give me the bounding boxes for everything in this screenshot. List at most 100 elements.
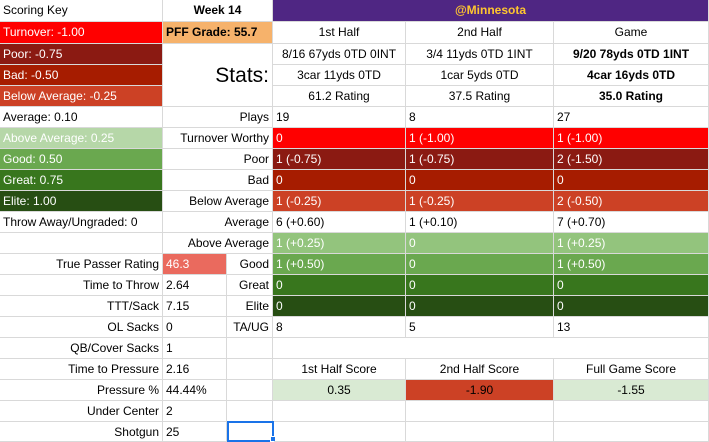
rating-2nd-half[interactable]: 37.5 Rating (406, 86, 554, 107)
above-average-game[interactable]: 1 (+0.25) (554, 233, 709, 254)
great-1st-half[interactable]: 0 (273, 275, 406, 296)
plays-1st-half[interactable]: 19 (273, 107, 406, 128)
good-2nd-half[interactable]: 0 (406, 254, 554, 275)
empty-cell[interactable] (227, 401, 273, 422)
row-label-poor[interactable]: Poor (163, 149, 273, 170)
score-value-full-game[interactable]: -1.55 (554, 380, 709, 401)
metric-label-ttt-sack[interactable]: TTT/Sack (0, 296, 163, 317)
passing-game[interactable]: 9/20 78yds 0TD 1INT (554, 44, 709, 65)
score-label-full-game[interactable]: Full Game Score (554, 359, 709, 380)
empty-cell[interactable] (0, 233, 163, 254)
week-label[interactable]: Week 14 (163, 0, 273, 22)
row-label-plays[interactable]: Plays (163, 107, 273, 128)
good-1st-half[interactable]: 1 (+0.50) (273, 254, 406, 275)
row-label-elite[interactable]: Elite (227, 296, 273, 317)
key-bad[interactable]: Bad: -0.50 (0, 65, 163, 86)
poor-game[interactable]: 2 (-1.50) (554, 149, 709, 170)
metric-value-true-passer-rating[interactable]: 46.3 (163, 254, 227, 275)
key-above-average[interactable]: Above Average: 0.25 (0, 128, 163, 149)
metric-value-time-to-pressure[interactable]: 2.16 (163, 359, 227, 380)
ta-ug-1st-half[interactable]: 8 (273, 317, 406, 338)
row-label-good[interactable]: Good (227, 254, 273, 275)
metric-value-pressure-pct[interactable]: 44.44% (163, 380, 227, 401)
empty-cell[interactable] (406, 422, 554, 442)
score-value-2nd-half[interactable]: -1.90 (406, 380, 554, 401)
key-below-average[interactable]: Below Average: -0.25 (0, 86, 163, 107)
average-2nd-half[interactable]: 1 (+0.10) (406, 212, 554, 233)
selected-cell[interactable] (227, 421, 274, 442)
scoring-key-title[interactable]: Scoring Key (0, 0, 163, 22)
average-game[interactable]: 7 (+0.70) (554, 212, 709, 233)
average-1st-half[interactable]: 6 (+0.60) (273, 212, 406, 233)
passing-1st-half[interactable]: 8/16 67yds 0TD 0INT (273, 44, 406, 65)
row-label-below-average[interactable]: Below Average (163, 191, 273, 212)
bad-game[interactable]: 0 (554, 170, 709, 191)
metric-label-under-center[interactable]: Under Center (0, 401, 163, 422)
metric-value-qb-cover-sacks[interactable]: 1 (163, 338, 227, 359)
rating-game[interactable]: 35.0 Rating (554, 86, 709, 107)
metric-value-ol-sacks[interactable]: 0 (163, 317, 227, 338)
key-good[interactable]: Good: 0.50 (0, 149, 163, 170)
elite-2nd-half[interactable]: 0 (406, 296, 554, 317)
below-average-game[interactable]: 2 (-0.50) (554, 191, 709, 212)
rushing-1st-half[interactable]: 3car 11yds 0TD (273, 65, 406, 86)
metric-label-time-to-throw[interactable]: Time to Throw (0, 275, 163, 296)
below-average-1st-half[interactable]: 1 (-0.25) (273, 191, 406, 212)
row-label-ta-ug[interactable]: TA/UG (227, 317, 273, 338)
metric-label-ol-sacks[interactable]: OL Sacks (0, 317, 163, 338)
plays-game[interactable]: 27 (554, 107, 709, 128)
metric-value-time-to-throw[interactable]: 2.64 (163, 275, 227, 296)
turnover-game[interactable]: 1 (-1.00) (554, 128, 709, 149)
empty-cell[interactable] (554, 401, 709, 422)
empty-cell[interactable] (227, 359, 273, 380)
metric-value-shotgun[interactable]: 25 (163, 422, 227, 442)
key-turnover[interactable]: Turnover: -1.00 (0, 22, 163, 44)
key-great[interactable]: Great: 0.75 (0, 170, 163, 191)
score-value-1st-half[interactable]: 0.35 (273, 380, 406, 401)
opponent-header[interactable]: @Minnesota (273, 0, 709, 22)
below-average-2nd-half[interactable]: 1 (-0.25) (406, 191, 554, 212)
metric-value-under-center[interactable]: 2 (163, 401, 227, 422)
empty-cell[interactable] (274, 422, 406, 442)
metric-label-shotgun[interactable]: Shotgun (0, 422, 163, 442)
turnover-1st-half[interactable]: 0 (273, 128, 406, 149)
ta-ug-game[interactable]: 13 (554, 317, 709, 338)
row-label-turnover-worthy[interactable]: Turnover Worthy (163, 128, 273, 149)
elite-1st-half[interactable]: 0 (273, 296, 406, 317)
elite-game[interactable]: 0 (554, 296, 709, 317)
metric-label-qb-cover-sacks[interactable]: QB/Cover Sacks (0, 338, 163, 359)
row-label-great[interactable]: Great (227, 275, 273, 296)
metric-value-ttt-sack[interactable]: 7.15 (163, 296, 227, 317)
empty-cell[interactable] (273, 401, 406, 422)
empty-cell[interactable] (406, 401, 554, 422)
empty-cell[interactable] (163, 86, 273, 107)
poor-1st-half[interactable]: 1 (-0.75) (273, 149, 406, 170)
col-2nd-half[interactable]: 2nd Half (406, 22, 554, 44)
plays-2nd-half[interactable]: 8 (406, 107, 554, 128)
empty-cell[interactable] (227, 380, 273, 401)
key-poor[interactable]: Poor: -0.75 (0, 44, 163, 65)
score-label-1st-half[interactable]: 1st Half Score (273, 359, 406, 380)
score-label-2nd-half[interactable]: 2nd Half Score (406, 359, 554, 380)
above-average-1st-half[interactable]: 1 (+0.25) (273, 233, 406, 254)
col-game[interactable]: Game (554, 22, 709, 44)
pff-grade[interactable]: PFF Grade: 55.7 (163, 22, 273, 44)
rating-1st-half[interactable]: 61.2 Rating (273, 86, 406, 107)
metric-label-pressure-pct[interactable]: Pressure % (0, 380, 163, 401)
passing-2nd-half[interactable]: 3/4 11yds 0TD 1INT (406, 44, 554, 65)
empty-cell[interactable] (554, 422, 709, 442)
above-average-2nd-half[interactable]: 0 (406, 233, 554, 254)
col-1st-half[interactable]: 1st Half (273, 22, 406, 44)
poor-2nd-half[interactable]: 1 (-0.75) (406, 149, 554, 170)
empty-cell[interactable] (227, 338, 273, 359)
bad-1st-half[interactable]: 0 (273, 170, 406, 191)
great-game[interactable]: 0 (554, 275, 709, 296)
key-elite[interactable]: Elite: 1.00 (0, 191, 163, 212)
key-average[interactable]: Average: 0.10 (0, 107, 163, 128)
turnover-2nd-half[interactable]: 1 (-1.00) (406, 128, 554, 149)
row-label-bad[interactable]: Bad (163, 170, 273, 191)
key-throw-away[interactable]: Throw Away/Ungraded: 0 (0, 212, 163, 233)
good-game[interactable]: 1 (+0.50) (554, 254, 709, 275)
bad-2nd-half[interactable]: 0 (406, 170, 554, 191)
great-2nd-half[interactable]: 0 (406, 275, 554, 296)
